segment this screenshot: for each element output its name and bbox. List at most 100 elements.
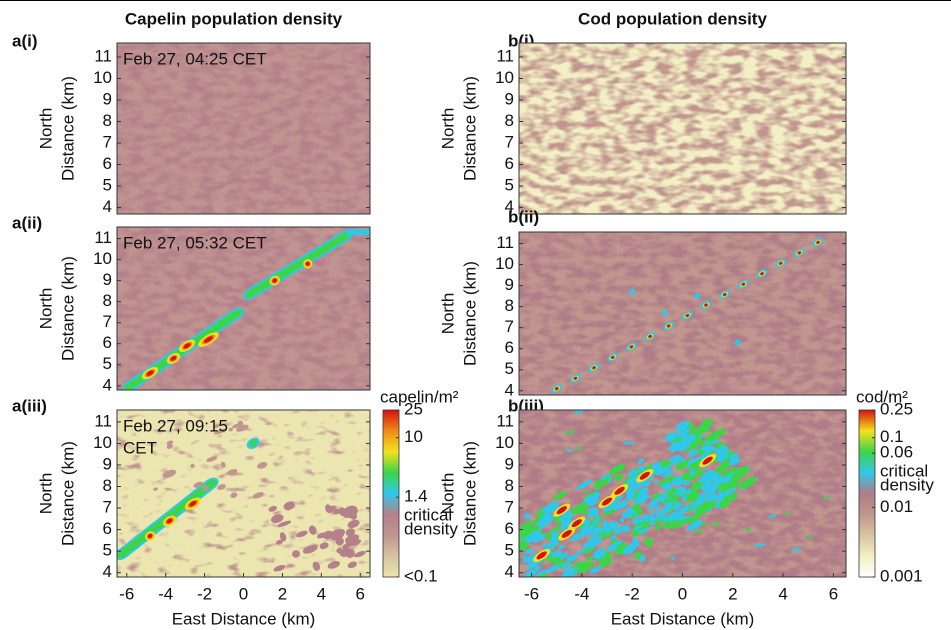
density-patch <box>331 533 344 541</box>
density-patch <box>648 334 652 339</box>
density-patch <box>561 529 572 538</box>
density-patch <box>674 489 679 493</box>
density-patch <box>626 507 634 514</box>
density-patch <box>345 539 355 546</box>
density-patch <box>551 530 559 537</box>
density-patch <box>719 479 737 493</box>
density-patch <box>683 479 690 486</box>
density-patch <box>575 549 585 556</box>
colorbar-annotation: critical <box>404 506 452 525</box>
y-tick-label: 7 <box>505 498 514 517</box>
heatmap <box>117 410 370 577</box>
density-patch <box>822 496 830 500</box>
y-tick-label: 7 <box>505 317 514 336</box>
density-patch <box>714 438 719 444</box>
y-tick-label: 8 <box>505 296 514 315</box>
density-patch <box>734 339 741 346</box>
density-patch <box>721 479 731 484</box>
density-patch <box>534 565 542 572</box>
density-patch <box>346 229 370 236</box>
density-patch <box>622 511 629 519</box>
density-patch <box>541 501 560 515</box>
density-patch <box>527 531 541 542</box>
heatmap <box>519 43 846 214</box>
density-patch <box>333 508 340 515</box>
y-tick-label: 10 <box>495 68 514 87</box>
density-patch <box>272 278 277 283</box>
y-tick-label: 6 <box>505 338 514 357</box>
y-tick-label: 5 <box>505 176 514 195</box>
density-patch <box>653 480 659 485</box>
density-patch <box>523 512 531 520</box>
y-tick-label: 5 <box>103 541 112 560</box>
density-patch <box>741 282 746 286</box>
density-patch <box>649 511 656 516</box>
density-patch <box>674 442 684 450</box>
density-patch <box>725 449 731 455</box>
x-tick-label: 2 <box>728 584 737 603</box>
density-patch <box>519 521 534 532</box>
density-patch <box>614 486 625 495</box>
density-patch <box>602 522 609 529</box>
y-axis-label: North <box>438 108 457 150</box>
density-patch <box>633 551 642 560</box>
y-tick-label: 10 <box>93 249 112 268</box>
density-patch <box>806 535 813 539</box>
density-patch <box>322 530 334 540</box>
density-patch <box>592 366 596 370</box>
density-patch <box>704 303 708 307</box>
heatmap-texture <box>519 232 846 395</box>
density-patch <box>644 537 654 547</box>
heatmap-texture <box>117 43 370 214</box>
x-tick-label: 0 <box>678 584 687 603</box>
density-patch <box>573 410 583 414</box>
density-patch <box>571 567 579 571</box>
density-patch <box>784 512 790 516</box>
density-patch <box>609 535 617 541</box>
density-patch <box>739 476 757 489</box>
density-patch <box>271 514 284 524</box>
density-patch <box>667 464 672 469</box>
density-patch <box>608 463 626 475</box>
density-patch <box>729 482 739 490</box>
density-patch <box>705 480 723 493</box>
density-patch <box>712 522 721 526</box>
density-patch <box>522 555 527 560</box>
density-patch <box>625 492 636 501</box>
density-patch <box>731 466 750 480</box>
density-patch <box>576 479 593 490</box>
density-patch <box>694 529 703 534</box>
y-tick-label: 7 <box>103 312 112 331</box>
density-patch <box>519 538 527 549</box>
density-patch <box>659 516 671 520</box>
density-patch <box>767 514 777 518</box>
density-patch <box>547 554 555 564</box>
density-patch <box>623 441 635 445</box>
density-patch <box>252 492 264 499</box>
density-patch <box>532 516 543 524</box>
density-patch <box>586 555 594 562</box>
y-axis-label: Distance (km) <box>460 76 479 181</box>
density-patch <box>633 524 643 531</box>
density-patch <box>536 569 548 576</box>
density-patch <box>519 526 535 539</box>
heatmap <box>117 43 370 214</box>
heatmap-texture <box>117 410 370 577</box>
density-patch <box>685 488 693 495</box>
density-patch <box>702 456 713 465</box>
density-patch <box>675 428 691 439</box>
density-patch <box>642 480 651 487</box>
x-tick-label: 0 <box>239 584 248 603</box>
density-patch <box>721 467 738 477</box>
density-patch <box>203 336 214 343</box>
density-patch <box>718 468 727 472</box>
density-patch <box>658 475 677 487</box>
density-patch <box>303 546 313 554</box>
panel-label: a(iii) <box>12 396 47 415</box>
heatmap <box>519 410 846 577</box>
density-patch <box>639 471 650 480</box>
panel-label: a(ii) <box>12 213 42 232</box>
density-patch <box>588 534 597 540</box>
y-tick-label: 11 <box>94 228 112 247</box>
density-patch <box>613 475 623 480</box>
